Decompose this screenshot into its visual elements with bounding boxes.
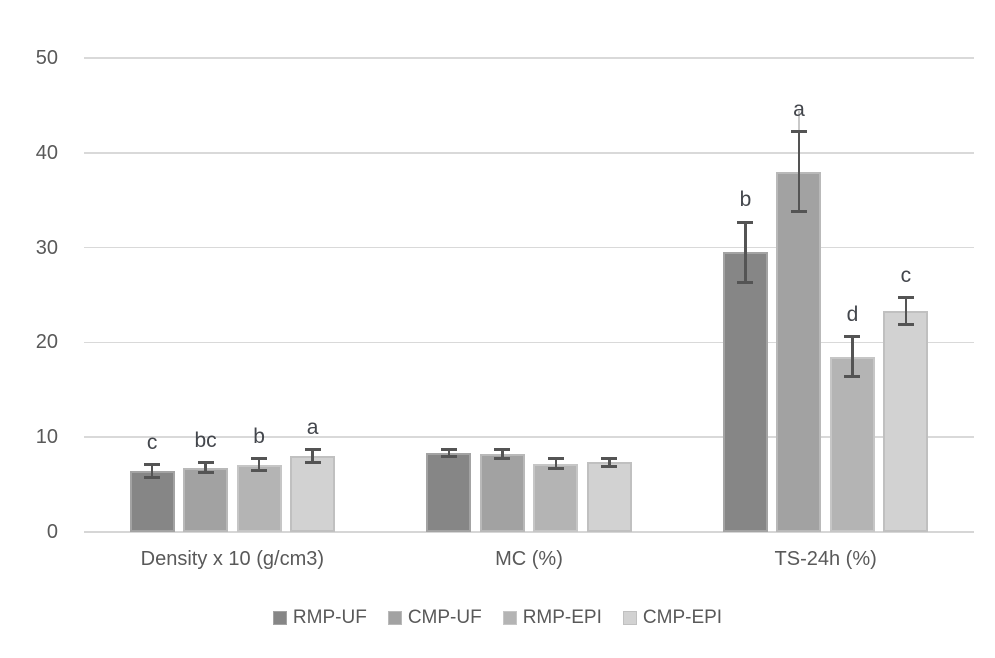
error-bar-line bbox=[150, 464, 154, 478]
y-tick-label: 0 bbox=[46, 521, 58, 543]
error-bar-line bbox=[554, 458, 557, 469]
legend-label: RMP-EPI bbox=[522, 607, 602, 628]
gridline bbox=[84, 530, 974, 534]
y-tick-label: 30 bbox=[35, 236, 58, 259]
category-label: Density x 10 (g/cm3) bbox=[140, 548, 325, 570]
legend-item: RMP-EPI bbox=[502, 607, 602, 629]
bar bbox=[479, 454, 525, 532]
error-bar-cap bbox=[897, 296, 914, 300]
error-bar-cap bbox=[304, 448, 321, 452]
bar bbox=[236, 464, 282, 532]
significance-letter: a bbox=[306, 415, 319, 439]
error-bar-line bbox=[608, 458, 611, 467]
error-bar-line bbox=[257, 458, 261, 471]
error-bar-cap bbox=[897, 322, 914, 326]
y-tick-label: 10 bbox=[35, 426, 58, 449]
legend-swatch-icon bbox=[387, 611, 402, 625]
error-bar-cap bbox=[440, 448, 457, 452]
error-bar-line bbox=[204, 462, 207, 473]
bar bbox=[776, 171, 822, 532]
legend-item: CMP-UF bbox=[387, 607, 482, 629]
error-bar-line bbox=[311, 449, 314, 463]
legend-label: RMP-UF bbox=[292, 607, 367, 628]
bar bbox=[829, 356, 875, 532]
legend-label: CMP-UF bbox=[407, 607, 482, 628]
bar bbox=[586, 462, 632, 532]
gridline bbox=[84, 246, 974, 249]
error-bar-cap bbox=[790, 210, 807, 214]
error-bar-cap bbox=[251, 469, 268, 473]
legend-swatch-icon bbox=[622, 611, 637, 625]
error-bar-cap bbox=[251, 457, 268, 461]
legend-swatch-icon bbox=[502, 611, 517, 625]
error-bar-cap bbox=[601, 456, 618, 460]
gridline bbox=[84, 57, 974, 59]
error-bar-cap bbox=[440, 455, 457, 459]
bar bbox=[426, 453, 472, 532]
error-bar-cap bbox=[144, 463, 161, 467]
bar bbox=[722, 252, 768, 532]
error-bar-cap bbox=[790, 130, 807, 134]
error-bar-cap bbox=[844, 375, 861, 379]
legend: RMP-UF CMP-UF RMP-EPI CMP-EPI bbox=[0, 607, 995, 629]
y-tick-label: 40 bbox=[35, 141, 58, 164]
significance-letter: d bbox=[846, 302, 859, 326]
bar bbox=[183, 467, 229, 532]
legend-swatch-icon bbox=[272, 611, 287, 625]
category-label: MC (%) bbox=[495, 548, 563, 570]
error-bar-line bbox=[501, 449, 504, 459]
error-bar-cap bbox=[547, 467, 564, 471]
bar bbox=[129, 471, 175, 532]
error-bar-cap bbox=[844, 335, 861, 339]
y-tick-label: 50 bbox=[35, 47, 58, 69]
significance-letter: c bbox=[146, 430, 158, 454]
significance-letter: bc bbox=[194, 428, 217, 452]
error-bar-cap bbox=[737, 281, 754, 285]
error-bar-line bbox=[744, 222, 747, 283]
legend-item: RMP-UF bbox=[272, 607, 367, 629]
significance-letter: b bbox=[253, 424, 265, 448]
gridline bbox=[84, 152, 974, 154]
category-label: TS-24h (%) bbox=[774, 548, 877, 570]
gridline bbox=[84, 341, 974, 344]
error-bar-cap bbox=[197, 470, 214, 474]
gridline bbox=[84, 436, 974, 438]
error-bar-cap bbox=[601, 465, 618, 469]
error-bar-line bbox=[851, 336, 854, 377]
error-bar-cap bbox=[494, 457, 511, 461]
error-bar-cap bbox=[494, 448, 511, 452]
error-bar-cap bbox=[304, 461, 321, 465]
bar bbox=[533, 463, 579, 532]
bar bbox=[883, 311, 929, 532]
error-bar-cap bbox=[144, 476, 161, 480]
error-bar-line bbox=[904, 297, 908, 325]
error-bar-line bbox=[447, 449, 450, 457]
significance-letter: a bbox=[793, 97, 805, 121]
legend-label: CMP-EPI bbox=[642, 607, 723, 628]
legend-item: CMP-EPI bbox=[622, 607, 723, 629]
significance-letter: c bbox=[900, 263, 912, 287]
significance-letter: b bbox=[739, 188, 752, 211]
error-bar-cap bbox=[197, 461, 214, 465]
error-bar-cap bbox=[737, 220, 754, 224]
y-tick-label: 20 bbox=[35, 331, 58, 354]
error-bar-cap bbox=[547, 457, 564, 461]
error-bar-line bbox=[797, 131, 801, 212]
bar bbox=[290, 456, 336, 532]
